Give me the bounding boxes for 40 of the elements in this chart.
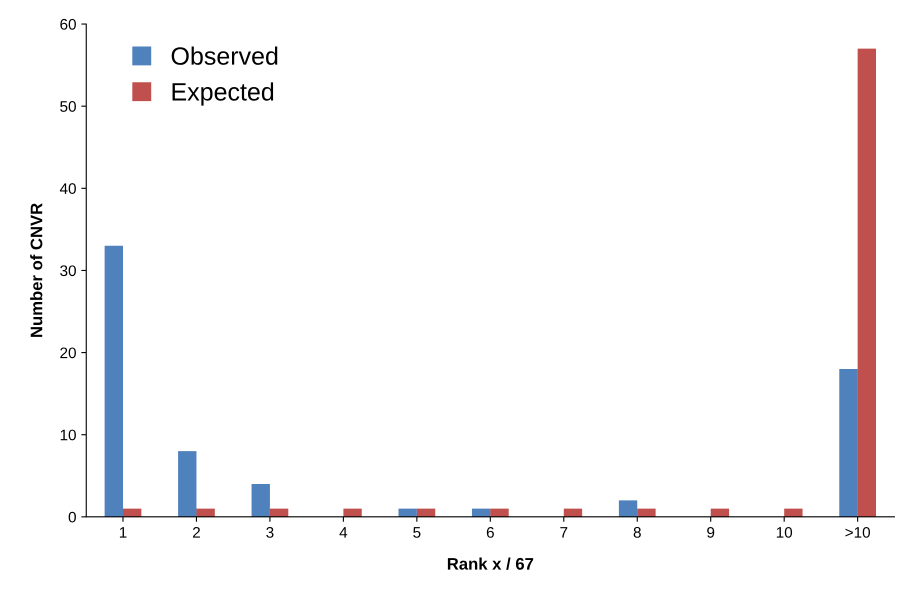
x-tick-label: 6 <box>486 526 494 538</box>
y-tick-label: 30 <box>60 265 76 276</box>
legend-label: Observed <box>172 46 278 65</box>
bar <box>710 508 730 517</box>
y-tick-label: 60 <box>60 18 76 30</box>
bar <box>490 508 509 517</box>
x-tick-label: 1 <box>120 527 126 538</box>
bar <box>178 451 196 517</box>
bar <box>270 508 288 517</box>
x-tick-label: 4 <box>339 527 348 538</box>
bar <box>618 500 638 517</box>
bar <box>416 508 436 517</box>
x-tick-label: >10 <box>845 526 870 538</box>
y-axis-title: Number of CNVR <box>30 203 42 337</box>
y-tick-label: 40 <box>60 183 76 194</box>
x-tick-label: 9 <box>707 526 714 538</box>
bar <box>196 508 215 517</box>
bar <box>839 369 858 517</box>
bar <box>637 508 656 517</box>
x-tick-label: 2 <box>192 526 200 538</box>
y-tick-label: 50 <box>60 101 76 112</box>
bar <box>252 484 270 517</box>
y-tick-label: 0 <box>68 512 76 523</box>
y-tick-label: 10 <box>60 430 76 440</box>
bar <box>104 246 123 517</box>
bar <box>398 508 417 517</box>
x-tick-label: 8 <box>634 526 641 538</box>
x-tick-label: 7 <box>560 527 568 538</box>
x-tick-label: 3 <box>266 526 274 538</box>
bar <box>784 508 803 517</box>
legend-label: Expected <box>172 82 274 106</box>
bar <box>858 48 876 517</box>
x-tick-label: 10 <box>776 526 792 538</box>
x-tick-label: 5 <box>413 527 420 538</box>
bar <box>343 508 362 517</box>
bar <box>122 508 142 517</box>
bar <box>564 508 582 517</box>
x-axis-title: Rank x / 67 <box>448 557 534 570</box>
y-tick-label: 20 <box>60 347 76 358</box>
bar <box>472 508 490 517</box>
